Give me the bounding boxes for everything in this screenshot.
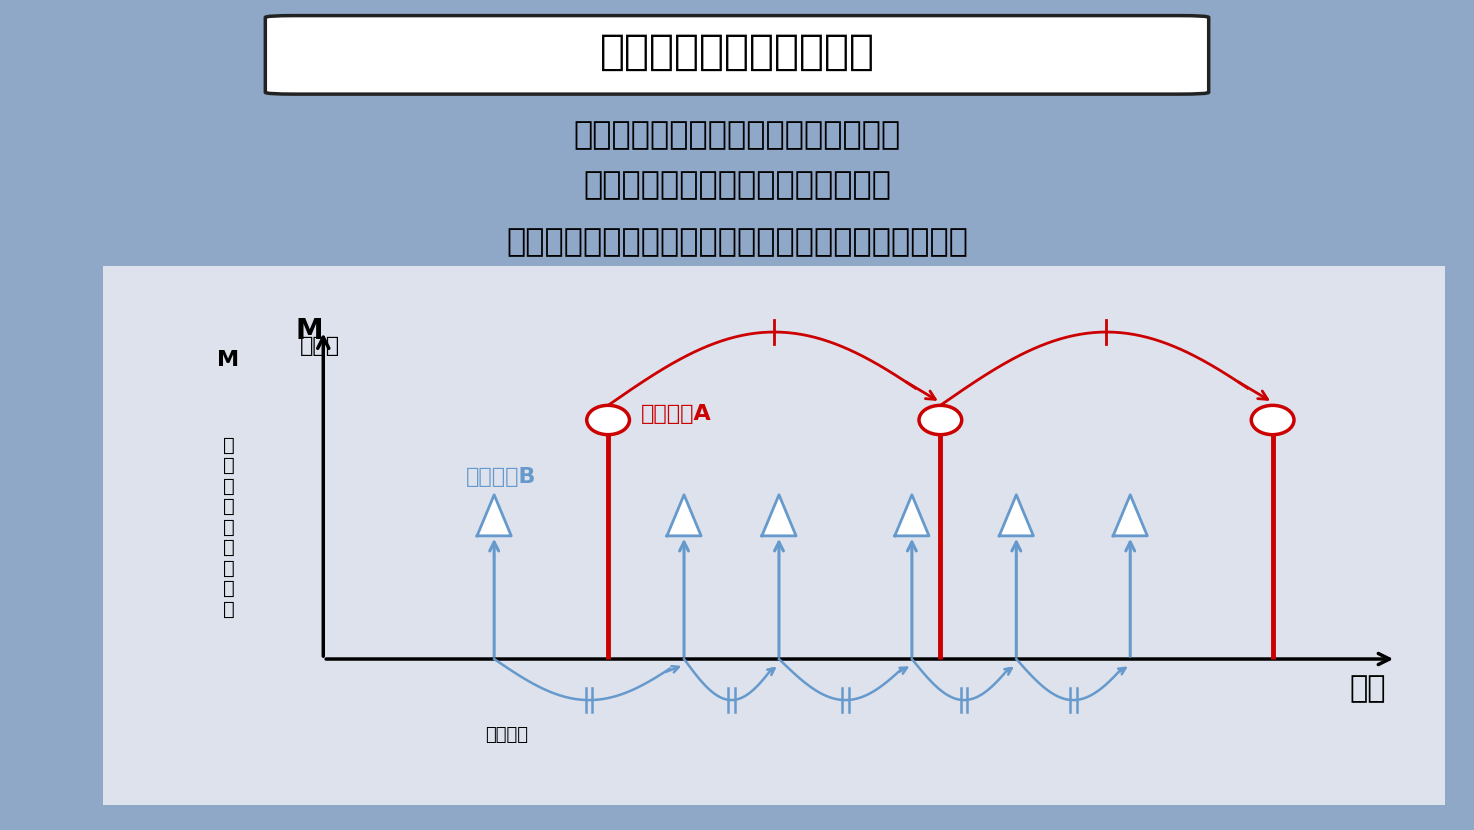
Polygon shape — [895, 495, 929, 536]
Text: 時間: 時間 — [1349, 674, 1386, 703]
Text: グループA: グループA — [641, 404, 712, 424]
Ellipse shape — [587, 405, 629, 435]
Polygon shape — [999, 495, 1033, 536]
Polygon shape — [666, 495, 702, 536]
Text: ある領域内で複数のグループが存在する場合がある。: ある領域内で複数のグループが存在する場合がある。 — [506, 227, 968, 258]
Text: 発生場所や地震の規模がほぼ同じで、: 発生場所や地震の規模がほぼ同じで、 — [573, 120, 901, 152]
Polygon shape — [1113, 495, 1147, 536]
Text: 一定の期間で繰り返し起こる地震。: 一定の期間で繰り返し起こる地震。 — [584, 170, 890, 202]
Polygon shape — [762, 495, 796, 536]
Text: （例）: （例） — [299, 336, 339, 356]
Text: グループB: グループB — [466, 467, 537, 487]
Ellipse shape — [1251, 405, 1294, 435]
Text: （
マ
グ
ニ
チ
ュ
ー
ド
）: （ マ グ ニ チ ュ ー ド ） — [223, 436, 234, 618]
Text: M: M — [295, 316, 323, 344]
Text: M: M — [217, 350, 240, 370]
FancyBboxPatch shape — [77, 255, 1471, 816]
Text: 一定期間: 一定期間 — [485, 726, 528, 745]
Ellipse shape — [918, 405, 961, 435]
Polygon shape — [478, 495, 511, 536]
Text: 【繰り返し地震】とは？: 【繰り返し地震】とは？ — [600, 31, 874, 73]
FancyBboxPatch shape — [265, 16, 1209, 94]
